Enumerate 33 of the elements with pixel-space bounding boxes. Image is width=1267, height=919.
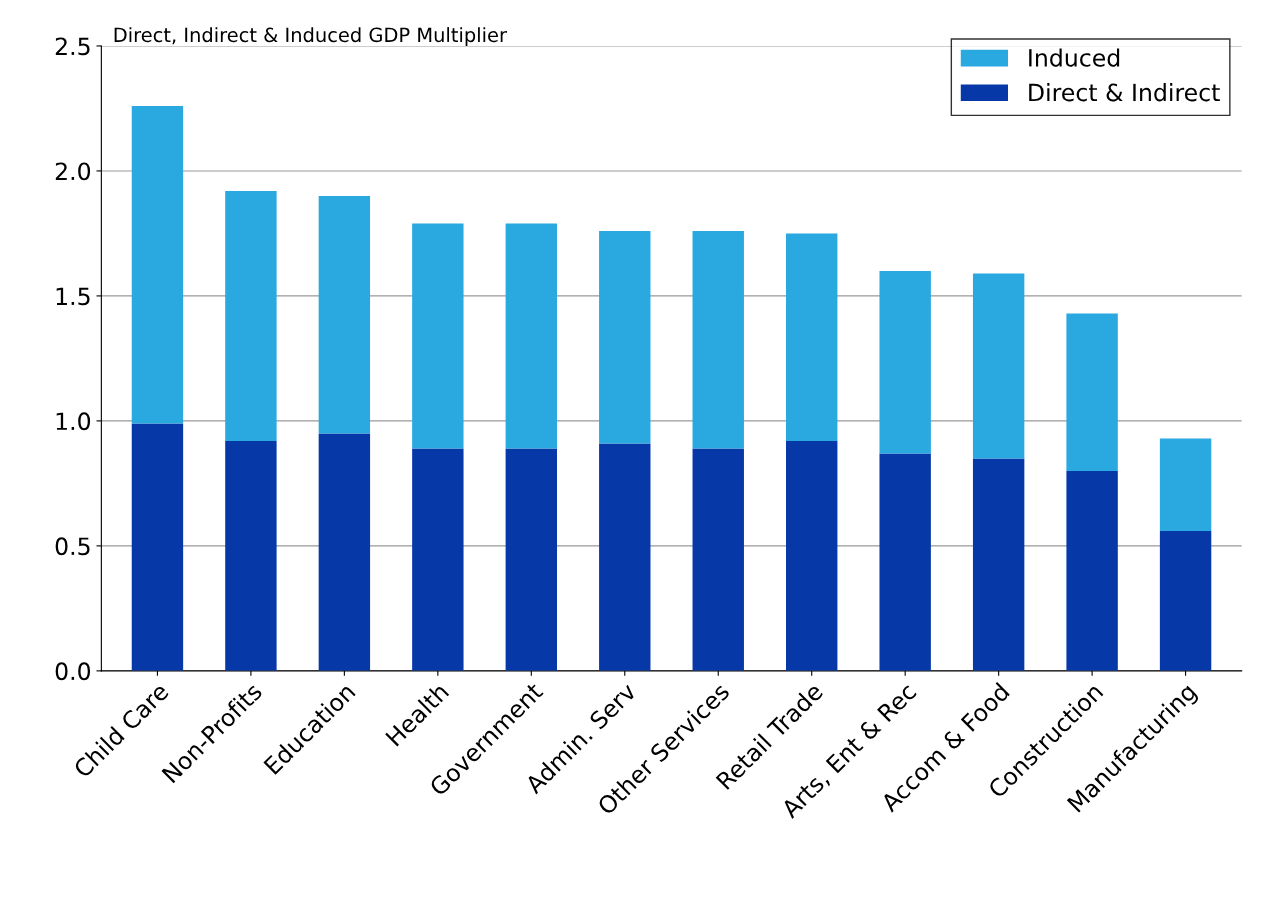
bar <box>1066 313 1118 471</box>
bar <box>879 270 931 454</box>
bar <box>131 105 184 424</box>
bar <box>412 223 464 449</box>
bar <box>505 448 558 671</box>
bar <box>318 433 371 671</box>
bar <box>692 230 744 449</box>
legend-label: Induced <box>1029 48 1120 67</box>
bar <box>412 448 464 671</box>
y-tick-label: 0.0 <box>55 662 91 681</box>
y-tick-label: 1.5 <box>56 287 90 306</box>
chart-title: Direct, Indirect & Induced GDP Multiplier <box>114 27 507 46</box>
y-tick-label: 2.0 <box>55 162 91 181</box>
legend-label: Direct & Indirect <box>1029 83 1220 102</box>
bar <box>225 440 277 671</box>
bar <box>599 443 651 671</box>
y-tick-label: 0.5 <box>55 537 90 556</box>
bar <box>972 273 1025 459</box>
bar <box>599 230 651 444</box>
y-tick-label: 1.0 <box>56 412 91 431</box>
bar <box>131 423 184 671</box>
bar <box>786 440 838 671</box>
bar <box>1066 470 1118 671</box>
bar <box>1159 438 1212 531</box>
bar <box>225 190 277 441</box>
bar <box>786 233 838 441</box>
y-tick-label: 2.5 <box>55 37 90 56</box>
bar <box>318 195 371 434</box>
bar <box>1159 530 1212 671</box>
bar <box>692 448 744 671</box>
bar <box>505 223 558 449</box>
bar <box>972 458 1025 671</box>
bar <box>879 453 931 671</box>
